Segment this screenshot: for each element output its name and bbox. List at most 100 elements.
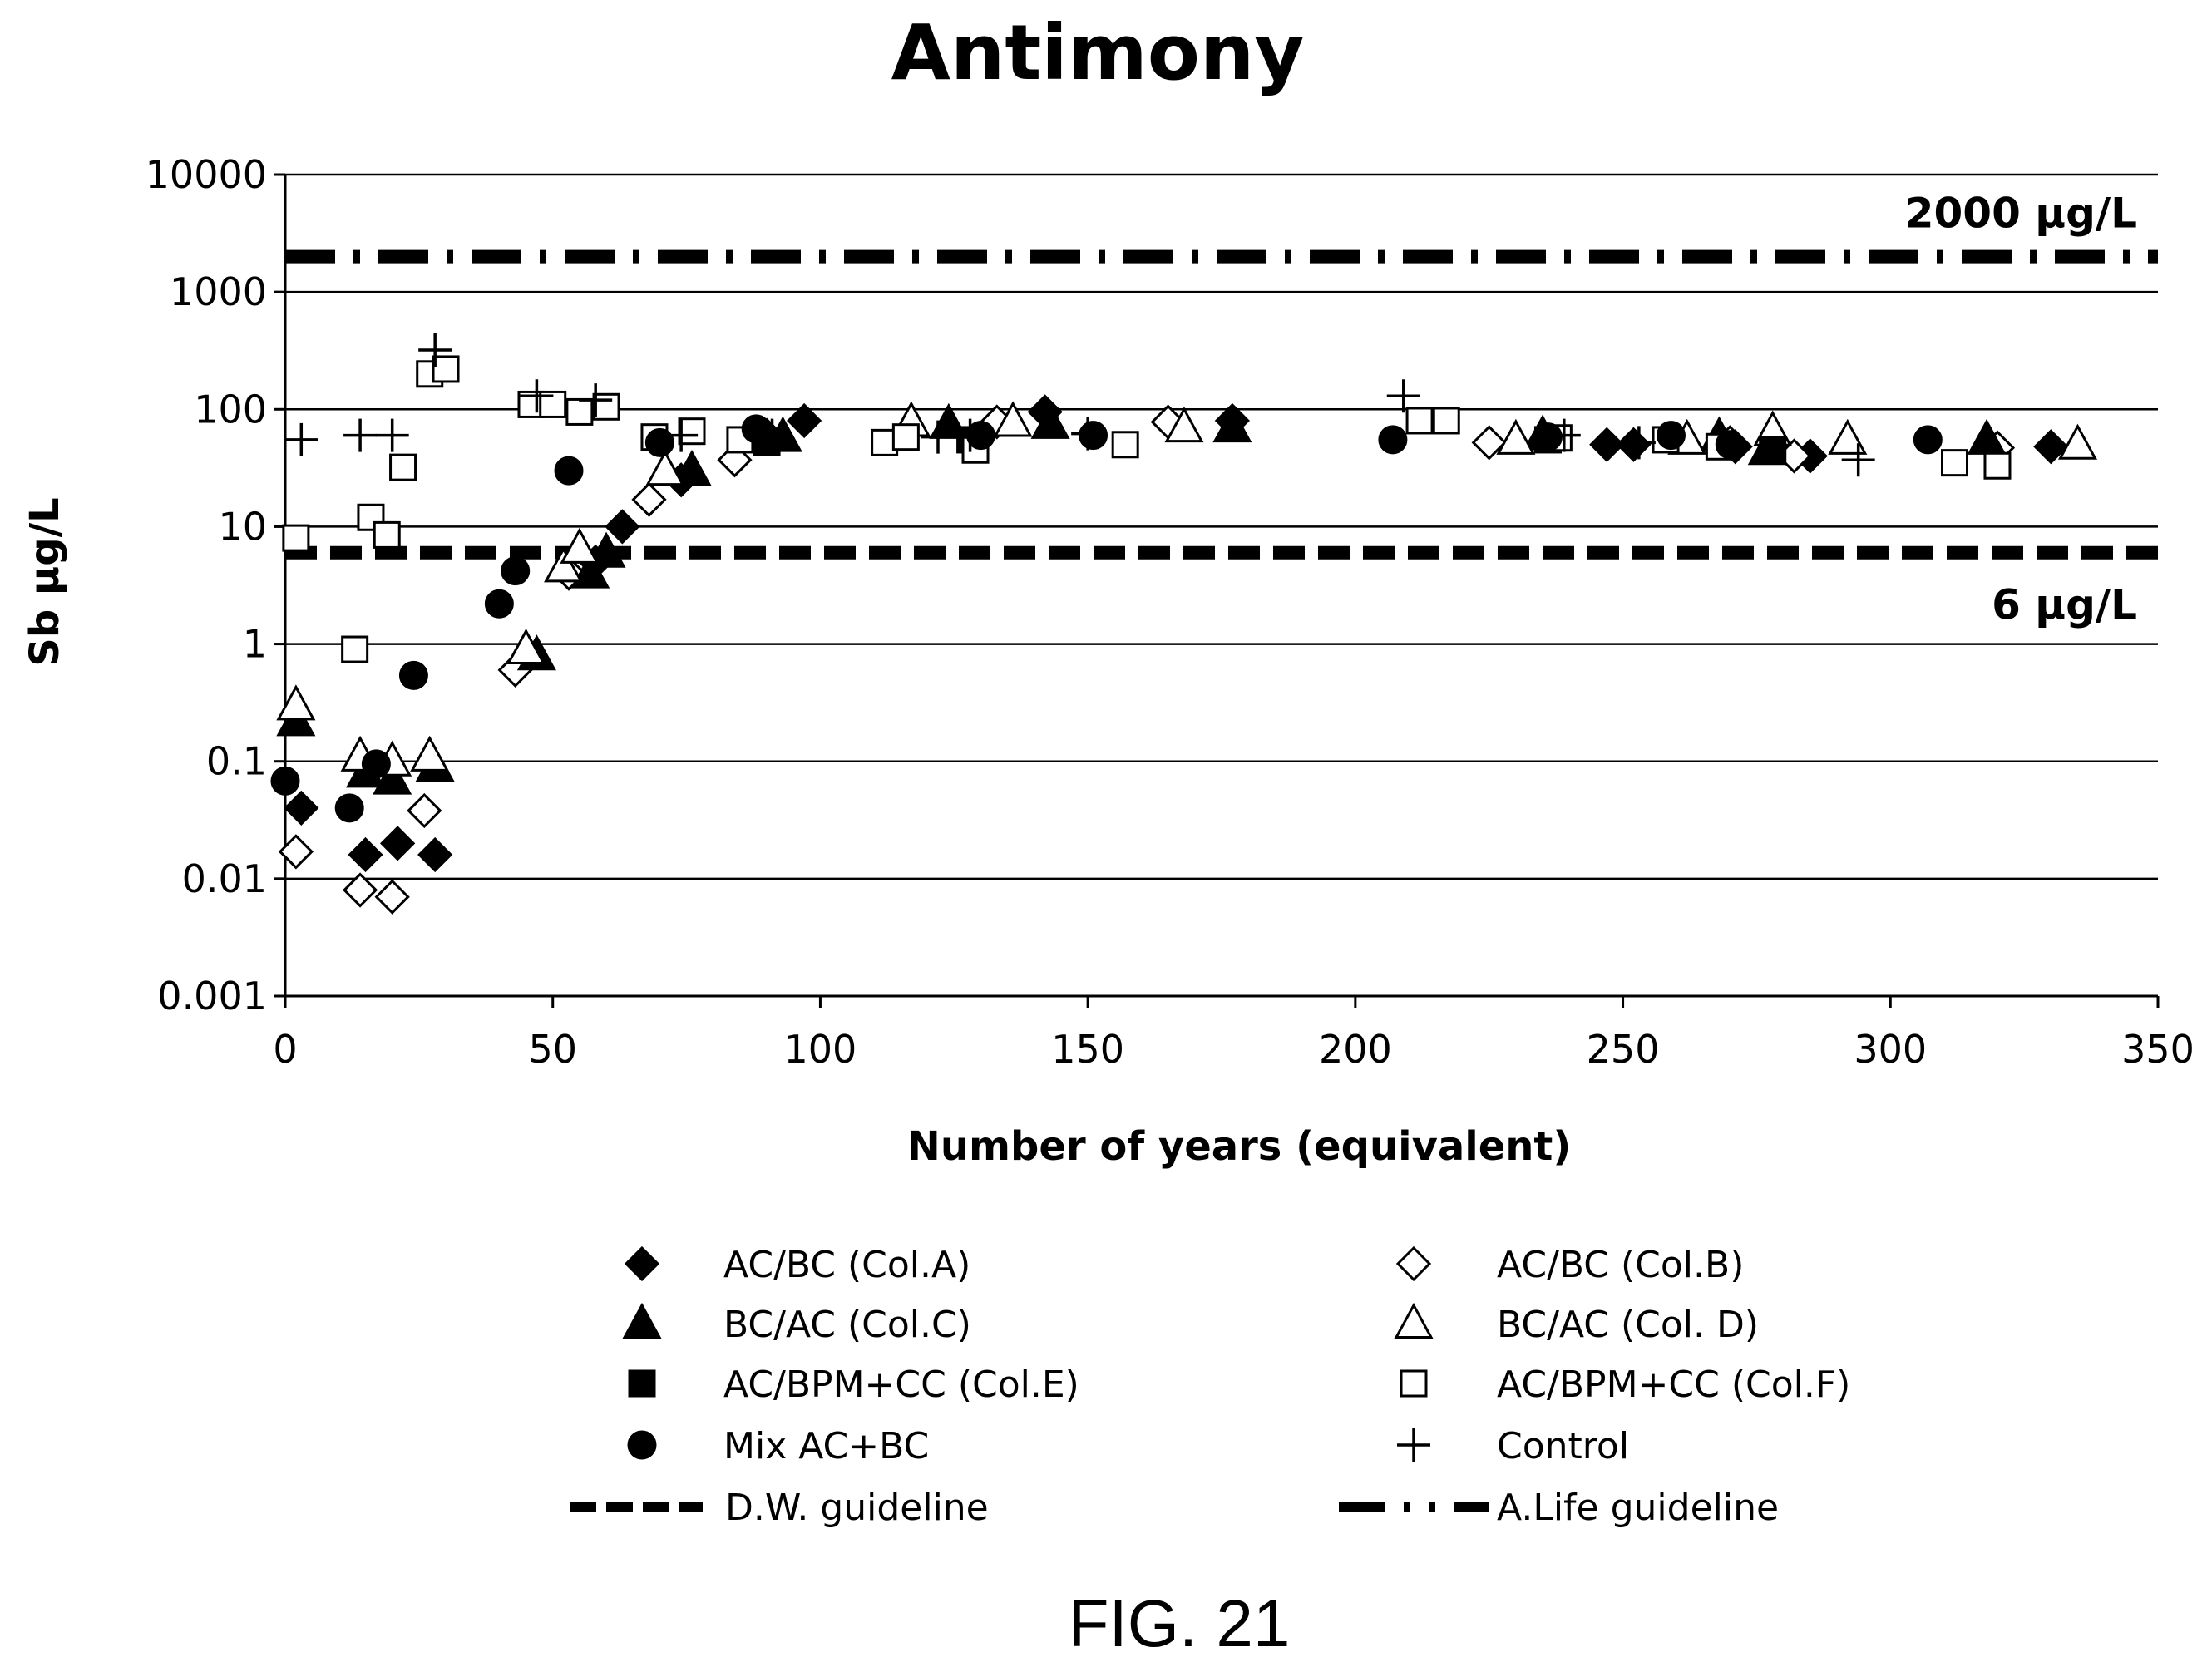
guideline-lines: 6 µg/L 2000 µg/L [285,190,2158,629]
data-point-series-4 [276,684,316,721]
data-point-series-8 [1386,379,1420,413]
data-points [270,333,2098,915]
data-point-series-5 [1759,436,1787,464]
data-point-series-1 [284,790,319,826]
data-point-series-6 [282,524,310,552]
data-point-series-3 [1212,407,1252,443]
data-point-series-8 [1622,426,1656,460]
data-point-series-4 [410,735,450,772]
legend-label: AC/BPM+CC (Col.F) [1497,1364,1850,1406]
x-tick-label: 250 [1587,1027,1660,1072]
data-point-series-4 [1164,407,1204,443]
data-point-series-8 [579,383,613,417]
data-point-series-8 [1547,418,1581,452]
data-point-series-7 [1715,430,1745,460]
legend-label: BC/AC (Col.C) [723,1304,971,1346]
y-tick-label: 10000 [146,152,267,197]
data-point-series-1 [787,402,822,439]
data-point-series-2 [1471,425,1507,461]
data-point-series-3 [586,531,626,568]
x-tick-label: 200 [1319,1027,1392,1072]
legend-label: AC/BC (Col.A) [723,1244,970,1286]
data-point-series-8 [953,418,987,452]
data-point-series-3 [373,758,412,795]
data-point-series-4 [2057,423,2098,460]
x-axis-label: Number of years (equivalent) [907,1123,1572,1170]
legend-label: Mix AC+BC [723,1425,929,1467]
data-point-series-8 [921,420,955,454]
data-point-series-7 [644,427,674,457]
data-point-series-6 [891,423,920,451]
data-point-series-2 [278,834,314,870]
data-point-series-7 [554,456,584,486]
grid-lines [285,173,2158,880]
y-tick-label: 100 [194,387,267,432]
y-tick-label: 0.01 [182,856,267,901]
x-tick-label: 350 [2121,1027,2195,1072]
legend-label: D.W. guideline [725,1487,989,1529]
data-point-series-6 [389,453,417,481]
data-point-series-1 [1616,427,1652,462]
data-point-series-2 [407,792,442,829]
data-point-series-7 [334,793,364,823]
data-point-series-7 [1656,421,1686,451]
data-point-series-8 [343,418,378,452]
y-tick-label: 0.1 [206,739,267,784]
data-point-series-8 [1841,443,1875,477]
data-point-series-7 [1378,425,1408,455]
guideline-label: 2000 µg/L [1905,190,2137,238]
data-point-series-6 [341,635,369,663]
figure-label: FIG. 21 [1069,1586,1291,1660]
data-point-series-3 [570,552,610,589]
x-tick-label: 0 [273,1027,297,1072]
y-axis-label: Sb µg/L [22,497,68,666]
data-point-series-7 [484,589,514,619]
legend-symbol-series-7 [627,1430,657,1460]
data-point-series-7 [1533,422,1563,452]
legend-label: AC/BPM+CC (Col.E) [723,1364,1079,1406]
legend-symbol-series-8 [1397,1428,1430,1462]
data-point-series-7 [1079,421,1108,451]
data-point-series-6 [1432,407,1460,435]
data-point-series-4 [993,401,1033,437]
data-point-series-8 [1071,417,1105,451]
data-point-series-4 [645,449,685,486]
data-point-series-1 [2033,429,2069,465]
data-point-series-7 [270,766,300,796]
guideline-label: 6 µg/L [1992,581,2137,629]
data-point-series-1 [417,836,453,873]
data-point-series-4 [1828,418,1868,455]
x-tick-label: 300 [1854,1027,1927,1072]
legend-label: Control [1497,1425,1629,1467]
legend-symbol-series-1 [624,1245,660,1282]
data-point-series-7 [501,556,531,586]
legend-symbol-series-5 [628,1369,656,1398]
data-point-series-6 [1405,407,1434,435]
legend-label: AC/BC (Col.B) [1497,1244,1744,1286]
data-point-series-3 [672,449,712,486]
data-point-series-2 [342,872,378,908]
data-point-series-6 [1111,431,1139,459]
data-point-series-4 [560,527,600,564]
data-point-series-6 [592,392,620,421]
chart-title: Antimony [891,8,1305,97]
data-point-series-7 [398,660,428,690]
data-point-series-6 [1940,449,1968,477]
x-tick-label: 150 [1051,1027,1124,1072]
x-tick-label: 100 [784,1027,857,1072]
data-point-series-7 [741,414,771,444]
data-point-series-8 [375,418,409,452]
y-tick-label: 10 [218,504,267,549]
data-point-series-8 [664,418,699,452]
y-tick-label: 1 [243,622,267,667]
data-point-series-6 [373,520,401,549]
data-point-series-4 [506,628,546,665]
x-tick-label: 50 [528,1027,577,1072]
data-point-series-6 [565,397,594,426]
legend-label: A.Life guideline [1497,1487,1779,1529]
data-point-series-8 [284,422,318,456]
legend-symbol-series-6 [1400,1369,1428,1398]
data-point-series-3 [1030,402,1070,439]
legend-symbol-series-4 [1394,1302,1434,1339]
